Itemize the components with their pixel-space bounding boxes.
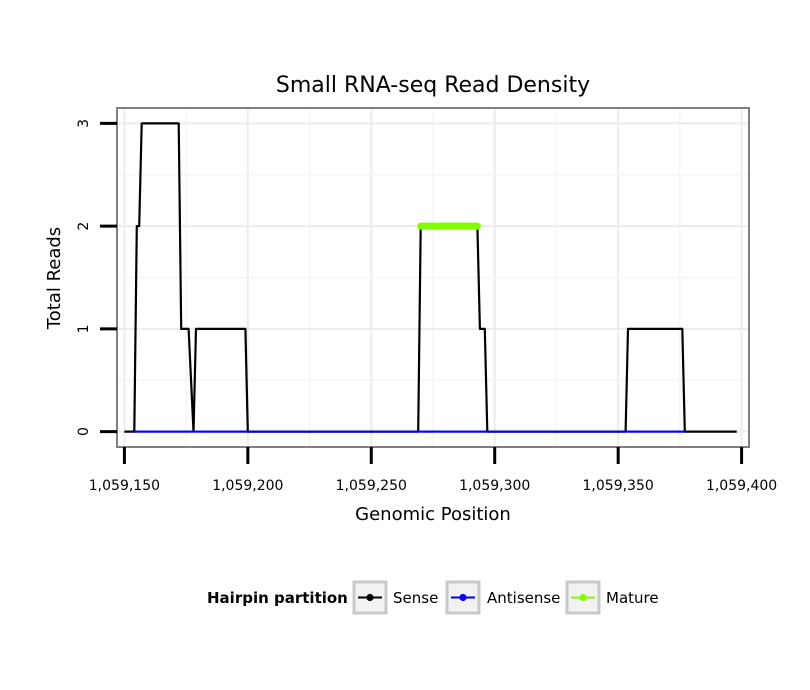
x-tick-label: 1,059,200	[212, 478, 283, 494]
legend-item-sense: Sense	[352, 580, 438, 615]
x-axis-label: Genomic Position	[355, 504, 511, 525]
legend: Hairpin partition Sense Antisense Mature	[207, 580, 659, 615]
grid	[117, 108, 749, 447]
legend-item-antisense: Antisense	[445, 580, 560, 615]
legend-title: Hairpin partition	[207, 589, 348, 607]
axes: 1,059,150 1,059,200 1,059,250 1,059,300 1,05…	[76, 119, 777, 494]
x-tick-label: 1,059,150	[89, 478, 160, 494]
y-tick-label: 0	[76, 427, 92, 436]
x-tick-label: 1,059,350	[583, 478, 654, 494]
legend-key-point	[579, 593, 587, 602]
legend-label: Mature	[606, 589, 659, 607]
legend-key-point	[459, 593, 467, 602]
y-tick-label: 2	[76, 222, 92, 231]
chart-title: Small RNA-seq Read Density	[276, 73, 590, 98]
x-tick-label: 1,059,300	[459, 478, 530, 494]
series-layer	[124, 122, 737, 433]
y-axis-label: Total Reads	[44, 227, 65, 330]
legend-label: Sense	[393, 589, 438, 607]
y-tick-label: 1	[76, 324, 92, 333]
x-tick-label: 1,059,400	[706, 478, 777, 494]
legend-key-point	[366, 593, 374, 602]
legend-label: Antisense	[487, 589, 560, 607]
plot-panel-border	[116, 107, 750, 448]
x-tick-label: 1,059,250	[336, 478, 407, 494]
legend-item-mature: Mature	[565, 580, 659, 615]
y-tick-label: 3	[76, 119, 92, 128]
